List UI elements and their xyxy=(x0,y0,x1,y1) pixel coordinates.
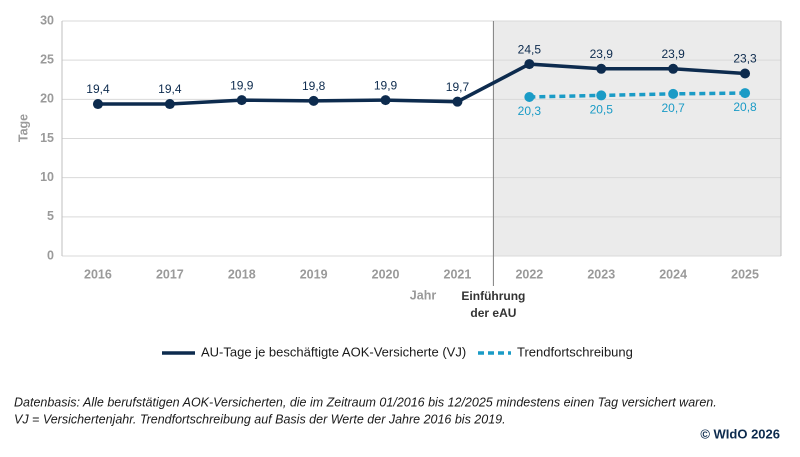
point xyxy=(740,68,751,79)
point xyxy=(380,95,391,106)
footnote: Datenbasis: Alle berufstätigen AOK-Versi… xyxy=(14,395,717,409)
y-tick-label: 10 xyxy=(40,170,54,184)
x-tick-label: 2021 xyxy=(444,267,472,281)
y-tick-label: 0 xyxy=(47,248,54,262)
x-tick-label: 2022 xyxy=(515,267,543,281)
x-tick-label: 2019 xyxy=(300,267,328,281)
value-label: 23,3 xyxy=(733,52,757,66)
plot-layer xyxy=(61,20,782,286)
value-label: 20,8 xyxy=(733,100,757,114)
value-label: 20,3 xyxy=(518,104,542,118)
y-tick-label: 30 xyxy=(40,13,54,27)
point xyxy=(740,88,751,99)
point xyxy=(92,99,103,110)
x-tick-label: 2018 xyxy=(228,267,256,281)
legend-label: Trendfortschreibung xyxy=(517,344,633,359)
y-tick-label: 5 xyxy=(47,209,54,223)
point xyxy=(524,59,535,70)
point xyxy=(668,88,679,99)
value-label: 19,9 xyxy=(374,78,398,92)
annotation: Einführung xyxy=(461,289,525,303)
point xyxy=(452,96,463,107)
y-tick-label: 15 xyxy=(40,131,54,145)
legend-label: AU-Tage je beschäftigte AOK-Versicherte … xyxy=(201,344,466,359)
x-tick-label: 2016 xyxy=(84,267,112,281)
point xyxy=(164,99,175,110)
point xyxy=(524,91,535,102)
value-label: 20,7 xyxy=(661,101,685,115)
value-label: 19,7 xyxy=(446,80,470,94)
point xyxy=(308,95,319,106)
x-tick-label: 2017 xyxy=(156,267,184,281)
series-line xyxy=(529,91,746,99)
value-label: 24,5 xyxy=(518,42,542,56)
x-axis-label: Jahr xyxy=(410,288,437,302)
y-tick-label: 25 xyxy=(40,52,54,66)
value-label: 19,9 xyxy=(230,78,254,92)
point xyxy=(668,63,679,74)
value-label: 19,4 xyxy=(86,82,110,96)
footnote: VJ = Versichertenjahr. Trendfortschreibu… xyxy=(14,412,506,426)
series-line xyxy=(97,62,746,106)
value-label: 19,4 xyxy=(158,82,182,96)
x-tick-label: 2024 xyxy=(659,267,687,281)
value-label: 19,8 xyxy=(302,79,326,93)
point xyxy=(596,63,607,74)
x-tick-label: 2020 xyxy=(372,267,400,281)
y-tick-label: 20 xyxy=(40,92,54,106)
value-label: 20,5 xyxy=(590,103,614,117)
x-tick-label: 2025 xyxy=(731,267,759,281)
point xyxy=(596,90,607,101)
point xyxy=(236,95,247,106)
value-label: 23,9 xyxy=(590,47,614,61)
source: © WIdO 2026 xyxy=(700,426,780,441)
x-tick-label: 2023 xyxy=(587,267,615,281)
annotation: der eAU xyxy=(470,306,516,320)
y-axis-label: Tage xyxy=(16,114,30,142)
value-label: 23,9 xyxy=(661,47,685,61)
